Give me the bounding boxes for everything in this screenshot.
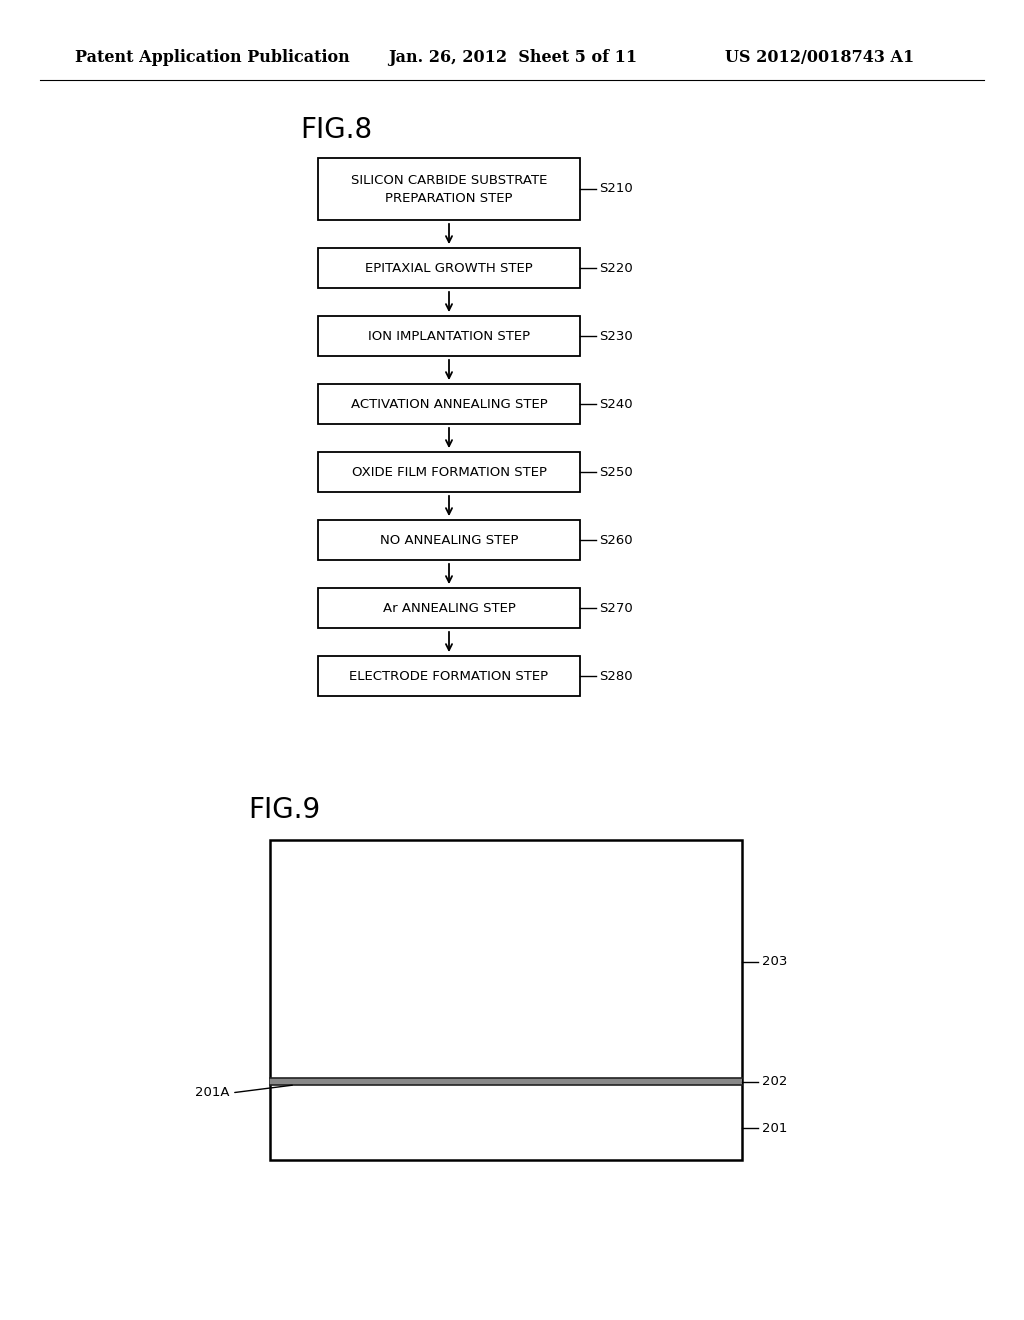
Text: S220: S220 <box>599 261 633 275</box>
Text: SILICON CARBIDE SUBSTRATE: SILICON CARBIDE SUBSTRATE <box>351 173 547 186</box>
Text: S270: S270 <box>599 602 633 615</box>
Bar <box>318 248 580 288</box>
Text: S230: S230 <box>599 330 633 342</box>
Text: FIG.9: FIG.9 <box>248 796 321 824</box>
Text: 201A: 201A <box>196 1086 230 1100</box>
Text: EPITAXIAL GROWTH STEP: EPITAXIAL GROWTH STEP <box>366 261 532 275</box>
Bar <box>318 315 580 356</box>
Text: ELECTRODE FORMATION STEP: ELECTRODE FORMATION STEP <box>349 669 549 682</box>
Text: Patent Application Publication: Patent Application Publication <box>75 49 350 66</box>
Text: PREPARATION STEP: PREPARATION STEP <box>385 191 513 205</box>
Text: Jan. 26, 2012  Sheet 5 of 11: Jan. 26, 2012 Sheet 5 of 11 <box>388 49 637 66</box>
Bar <box>318 520 580 560</box>
Text: ION IMPLANTATION STEP: ION IMPLANTATION STEP <box>368 330 530 342</box>
Bar <box>318 384 580 424</box>
Text: 203: 203 <box>762 956 787 968</box>
Text: S210: S210 <box>599 182 633 195</box>
Text: ACTIVATION ANNEALING STEP: ACTIVATION ANNEALING STEP <box>350 397 548 411</box>
Text: S240: S240 <box>599 397 633 411</box>
Text: S280: S280 <box>599 669 633 682</box>
Text: FIG.8: FIG.8 <box>300 116 372 144</box>
Text: S260: S260 <box>599 533 633 546</box>
Text: NO ANNEALING STEP: NO ANNEALING STEP <box>380 533 518 546</box>
Bar <box>318 656 580 696</box>
Bar <box>270 1078 742 1085</box>
Bar <box>318 587 580 628</box>
Bar <box>318 158 580 220</box>
Bar <box>318 451 580 492</box>
Bar <box>270 840 742 1160</box>
Text: OXIDE FILM FORMATION STEP: OXIDE FILM FORMATION STEP <box>351 466 547 479</box>
Text: 201: 201 <box>762 1122 787 1134</box>
Text: S250: S250 <box>599 466 633 479</box>
Text: 202: 202 <box>762 1074 787 1088</box>
Text: US 2012/0018743 A1: US 2012/0018743 A1 <box>725 49 914 66</box>
Text: Ar ANNEALING STEP: Ar ANNEALING STEP <box>383 602 515 615</box>
